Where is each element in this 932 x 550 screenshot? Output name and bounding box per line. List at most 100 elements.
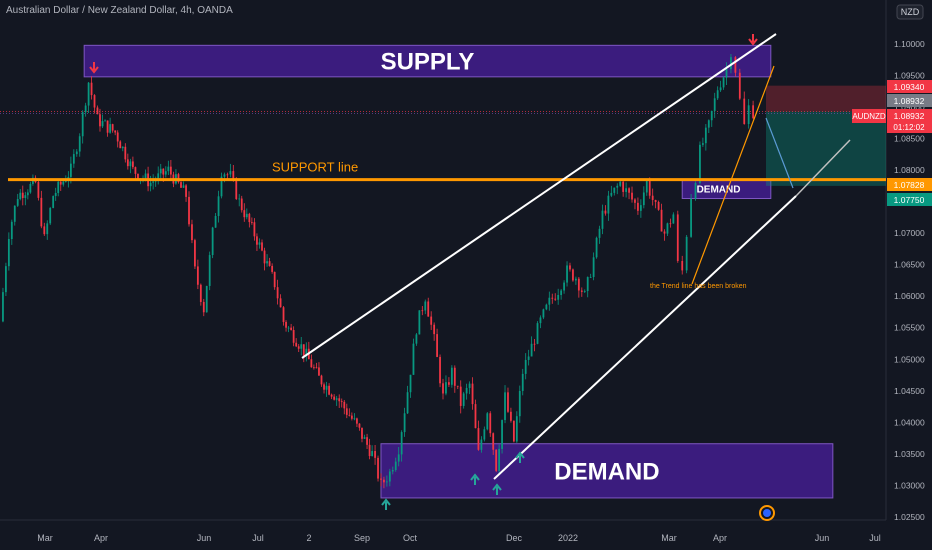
candle-body: [75, 151, 78, 155]
event-icon-core: [763, 509, 771, 517]
candle-body: [575, 278, 577, 281]
candle-body: [385, 481, 388, 483]
candle-body: [21, 192, 24, 198]
candle-body: [536, 323, 539, 344]
candle-body: [7, 239, 10, 267]
candle-body: [465, 387, 468, 394]
candle-body: [489, 413, 492, 434]
candle-body: [433, 324, 436, 335]
candle-body: [498, 448, 501, 471]
candle-body: [191, 224, 193, 241]
arrow-up-icon: [515, 451, 525, 463]
candle-body: [361, 427, 363, 439]
candle-body: [589, 276, 592, 278]
candle-body: [54, 192, 57, 197]
arrow-down-icon: [748, 34, 758, 46]
chart-title: Australian Dollar / New Zealand Dollar, …: [6, 5, 233, 16]
candle-body: [287, 327, 290, 329]
x-tick-label: Mar: [37, 533, 53, 543]
candle-body: [453, 367, 456, 386]
candle-body: [285, 321, 287, 328]
zone-box: [380, 443, 834, 499]
candle-body: [10, 221, 13, 240]
arrow-head: [470, 473, 480, 481]
candle-body: [462, 393, 465, 406]
candle-body: [548, 297, 551, 305]
candle-body: [648, 181, 651, 196]
candle-body: [566, 265, 568, 283]
candle-body: [704, 127, 707, 144]
candle-body: [690, 198, 692, 237]
candle-body: [577, 278, 580, 291]
candle-body: [383, 479, 385, 483]
candle-body: [211, 227, 214, 256]
candle-body: [330, 394, 333, 397]
candle-body: [371, 451, 374, 457]
candle-body: [250, 222, 253, 223]
candle-body: [5, 266, 7, 293]
y-tick-label: 1.03500: [894, 449, 925, 459]
candle-body: [182, 185, 185, 188]
candle-body: [167, 166, 170, 172]
arrow-up-icon: [492, 483, 502, 495]
candle-body: [353, 418, 356, 420]
y-tick-label: 1.02500: [894, 512, 925, 522]
candle-body: [412, 343, 415, 375]
x-tick-label: 2022: [558, 533, 578, 543]
candle-body: [109, 124, 112, 133]
candle-body: [363, 437, 366, 439]
arrow-down-icon: [89, 62, 99, 74]
candle-body: [595, 237, 598, 258]
candle-body: [258, 242, 261, 245]
candle-body: [273, 271, 276, 288]
projection-line: [795, 139, 851, 197]
candle-body: [266, 261, 268, 264]
candle-body: [333, 396, 336, 400]
y-tick-label: 1.09000: [894, 102, 925, 112]
currency-badge-box: [896, 4, 924, 20]
candle-body: [634, 199, 636, 203]
candle-body: [318, 367, 320, 376]
zone-label: SUPPLY: [381, 49, 475, 76]
candle-body: [406, 392, 409, 414]
candle-body: [78, 136, 81, 152]
candle-body: [394, 461, 397, 470]
candle-body: [248, 213, 251, 223]
price-tag-text: 1.07828: [894, 180, 925, 190]
candle-body: [701, 143, 704, 145]
candle-body: [628, 188, 630, 193]
candle-body: [214, 216, 217, 228]
candle-body: [450, 367, 453, 385]
candle-body: [672, 214, 675, 224]
candle-body: [323, 384, 325, 390]
candle-body: [456, 385, 459, 387]
trend-break-annotation: the Trend line has been broken: [650, 283, 747, 290]
y-tick-label: 1.05000: [894, 354, 925, 364]
candle-body: [292, 330, 295, 343]
candle-body: [59, 181, 62, 185]
candle-body: [681, 260, 684, 271]
candle-body: [524, 359, 527, 374]
candle-body: [645, 181, 648, 193]
candle-body: [510, 411, 512, 421]
candle-body: [572, 269, 574, 281]
x-tick-label: Jun: [197, 533, 212, 543]
y-tick-label: 1.06500: [894, 260, 925, 270]
candle-body: [743, 98, 746, 125]
candle-body: [320, 375, 323, 385]
candle-body: [738, 72, 741, 99]
candle-body: [312, 367, 315, 369]
zone-label: DEMAND: [697, 185, 741, 196]
candle-body: [663, 231, 666, 234]
zone-box: [83, 44, 772, 78]
candle-body: [295, 342, 298, 347]
candle-body: [129, 161, 132, 167]
take-profit-zone: [766, 111, 886, 186]
candle-body: [279, 298, 282, 308]
candle-body: [16, 199, 19, 206]
candle-body: [569, 265, 571, 270]
x-tick-label: 2: [306, 533, 311, 543]
currency-badge: NZD: [896, 4, 924, 20]
y-tick-label: 1.04500: [894, 386, 925, 396]
